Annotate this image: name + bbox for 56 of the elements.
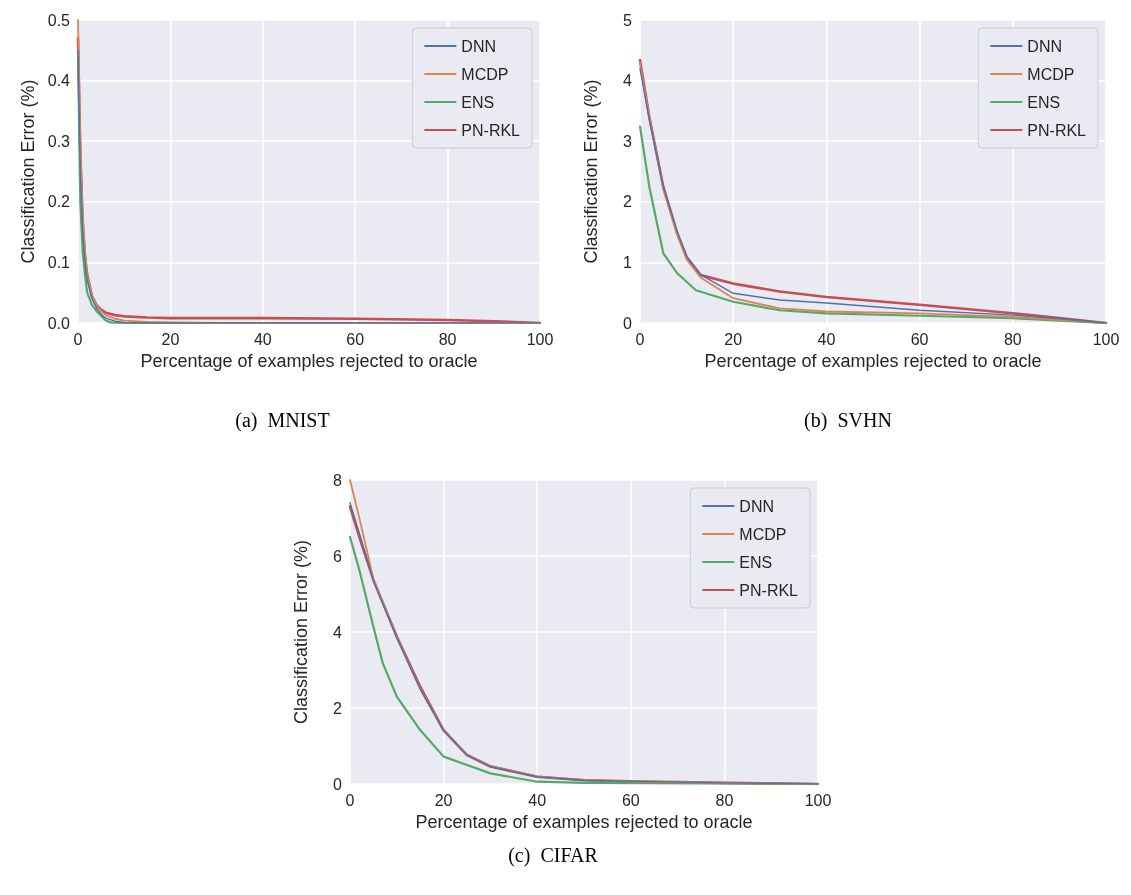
- x-tick-label: 40: [253, 330, 272, 348]
- legend-label: PN-RKL: [1027, 121, 1087, 139]
- y-tick-label: 0.4: [47, 72, 71, 90]
- text: (c) CIFAR: [508, 844, 599, 867]
- legend-label: DNN: [739, 497, 774, 515]
- x-tick-label: 40: [817, 330, 836, 348]
- legend-label: MCDP: [1027, 65, 1075, 83]
- y-tick-label: 2: [333, 699, 343, 717]
- x-tick-label: 100: [526, 330, 554, 348]
- legend-label: MCDP: [739, 525, 787, 543]
- y-tick-label: 0.5: [47, 11, 71, 29]
- legend-label: PN-RKL: [461, 121, 521, 139]
- y-tick-label: 0.1: [47, 253, 71, 271]
- y-tick-label: 0: [623, 314, 633, 332]
- y-tick-label: 0.3: [47, 132, 71, 150]
- legend-label: DNN: [1027, 37, 1062, 55]
- y-tick-label: 8: [333, 471, 343, 489]
- x-tick-label: 80: [1003, 330, 1022, 348]
- y-axis-title: Classification Error (%): [17, 79, 38, 264]
- x-tick-label: 0: [73, 330, 83, 348]
- y-axis-title: Classification Error (%): [581, 79, 601, 264]
- text: (b) SVHN: [804, 409, 892, 432]
- y-tick-label: 0: [333, 775, 343, 793]
- x-tick-label: 100: [1092, 330, 1120, 348]
- x-tick-label: 80: [438, 330, 457, 348]
- legend-label: DNN: [461, 37, 496, 55]
- y-tick-label: 2: [623, 193, 633, 211]
- x-tick-label: 60: [346, 330, 365, 348]
- x-tick-label: 20: [434, 791, 453, 809]
- x-tick-label: 20: [724, 330, 743, 348]
- y-tick-label: 4: [333, 623, 343, 641]
- x-tick-label: 20: [161, 330, 180, 348]
- y-tick-label: 3: [623, 132, 633, 150]
- text: (a) MNIST: [235, 409, 330, 432]
- x-tick-label: 40: [528, 791, 547, 809]
- y-tick-label: 0.2: [47, 193, 71, 211]
- x-axis-title: Percentage of examples rejected to oracle: [415, 811, 753, 832]
- x-tick-label: 80: [715, 791, 734, 809]
- legend-label: ENS: [1027, 93, 1061, 111]
- y-axis-title: Classification Error (%): [291, 539, 311, 725]
- legend-label: ENS: [461, 93, 495, 111]
- x-axis-title: Percentage of examples rejected to oracle: [140, 350, 478, 371]
- x-tick-label: 60: [910, 330, 929, 348]
- x-tick-label: 100: [804, 791, 832, 809]
- y-tick-label: 0.0: [47, 314, 71, 332]
- y-tick-label: 5: [623, 11, 633, 29]
- x-axis-title: Percentage of examples rejected to oracle: [704, 350, 1042, 371]
- y-tick-label: 1: [623, 253, 633, 271]
- x-tick-label: 60: [621, 791, 640, 809]
- legend-label: PN-RKL: [739, 581, 799, 599]
- legend-label: ENS: [739, 553, 773, 571]
- y-tick-label: 4: [623, 72, 633, 90]
- y-tick-label: 6: [333, 547, 343, 565]
- x-tick-label: 0: [345, 791, 355, 809]
- x-tick-label: 0: [635, 330, 645, 348]
- legend-label: MCDP: [461, 65, 509, 83]
